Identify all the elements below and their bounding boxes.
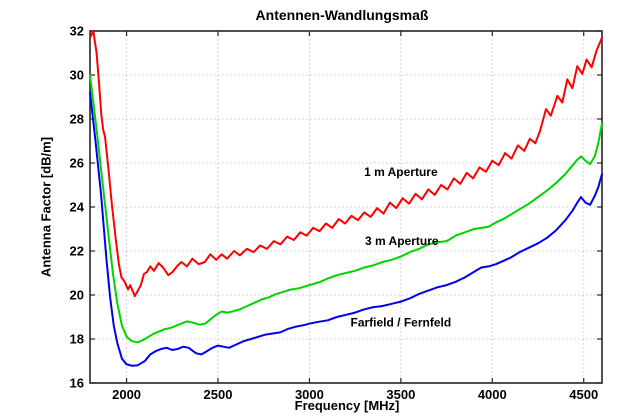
y-tick-label-28: 28 [70, 112, 84, 127]
y-tick-label-26: 26 [70, 156, 84, 171]
chart-title: Antennen-Wandlungsmaß [255, 7, 429, 23]
x-axis-label: Frequency [MHz] [294, 398, 400, 413]
y-tick-label-30: 30 [70, 68, 84, 83]
x-tick-label-4000: 4000 [478, 387, 507, 402]
y-tick-label-32: 32 [70, 24, 84, 39]
x-tick-label-3500: 3500 [386, 387, 415, 402]
x-tick-label-2000: 2000 [112, 387, 141, 402]
curve-annotation-1: 3 m Aperture [365, 234, 439, 248]
x-tick-label-2500: 2500 [204, 387, 233, 402]
series-line-1-3-m-aperture [89, 74, 603, 344]
x-tick-label-3000: 3000 [295, 387, 324, 402]
y-tick-label-18: 18 [70, 332, 84, 347]
series-line-2-farfield-fernfeld [89, 91, 603, 367]
curve-annotation-0: 1 m Aperture [364, 165, 438, 179]
y-tick-label-22: 22 [70, 244, 84, 259]
x-tick-label-4500: 4500 [569, 387, 598, 402]
y-tick-label-20: 20 [70, 288, 84, 303]
series-line-0-1-m-aperture [89, 30, 603, 298]
y-tick-label-16: 16 [70, 376, 84, 391]
y-tick-label-24: 24 [70, 200, 85, 215]
y-axis-label: Antenna Factor [dB/m] [38, 136, 54, 278]
curve-annotation-2: Farfield / Fernfeld [351, 316, 452, 330]
